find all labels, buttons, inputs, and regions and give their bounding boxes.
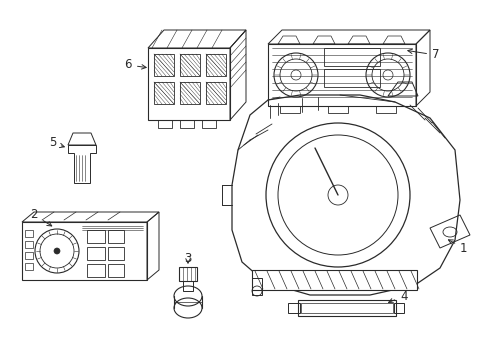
FancyBboxPatch shape (252, 270, 417, 290)
Circle shape (54, 248, 60, 254)
Text: 6: 6 (124, 58, 146, 72)
Text: 7: 7 (408, 49, 440, 62)
Text: 2: 2 (30, 208, 52, 226)
Text: 1: 1 (448, 240, 467, 255)
Text: 4: 4 (389, 289, 408, 303)
Text: 3: 3 (184, 252, 192, 265)
Text: 5: 5 (49, 136, 64, 149)
